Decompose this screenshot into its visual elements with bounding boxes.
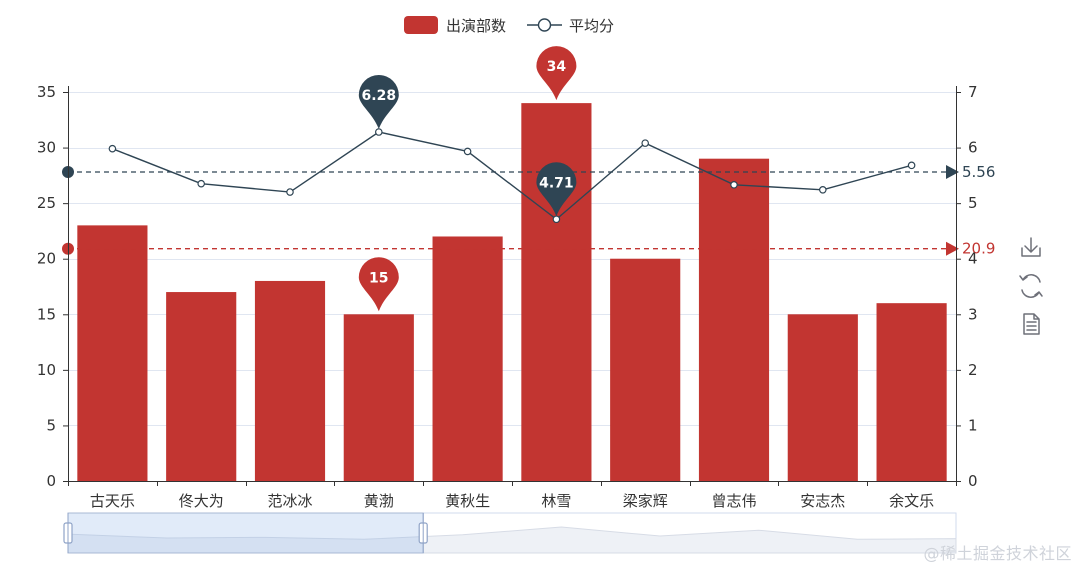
y-right-tick-label: 7	[968, 83, 978, 101]
download-icon-shape	[1021, 237, 1041, 257]
y-left-tick-label: 30	[37, 139, 56, 157]
bar	[254, 280, 326, 481]
bar-series	[77, 103, 947, 481]
line-average-label: 5.56	[962, 163, 995, 181]
y-right-tick-label: 2	[968, 361, 978, 379]
line-point	[108, 144, 117, 153]
line-point	[818, 186, 827, 194]
x-tick-label: 佟大为	[179, 492, 224, 510]
x-tick-label: 安志杰	[800, 492, 845, 510]
mark-point-pin: 15	[358, 257, 399, 312]
line-point	[197, 179, 206, 188]
bar	[876, 303, 947, 481]
data-zoom-shadow	[67, 526, 957, 554]
refresh-icon-bottom	[1021, 289, 1043, 298]
y-left-tick-label: 10	[37, 361, 56, 379]
refresh-icon-top	[1019, 274, 1041, 283]
y-right-tick-label: 3	[968, 305, 978, 323]
x-tick-label: 黄渤	[364, 492, 394, 510]
line-point	[552, 215, 561, 224]
data-view-icon-shape	[1023, 313, 1040, 335]
line-point	[730, 181, 738, 189]
x-tick-label: 梁家辉	[623, 492, 668, 510]
line-point	[641, 139, 650, 147]
y-left-tick-label: 0	[46, 472, 56, 490]
bar	[521, 103, 592, 481]
line-path	[112, 131, 912, 221]
watermark: @稀土掘金技术社区	[923, 544, 1072, 563]
x-tick-label: 黄秋生	[445, 492, 490, 510]
bar	[698, 158, 770, 481]
y-right-tick-label: 6	[968, 139, 978, 157]
bar	[787, 314, 858, 481]
bar	[343, 314, 414, 481]
mark-point-pin: 4.71	[536, 162, 577, 217]
bar	[77, 225, 148, 481]
x-tick-label: 林雪	[541, 492, 571, 510]
line-average-end-arrow	[946, 165, 959, 180]
y-right-tick-label: 5	[968, 194, 978, 212]
bar-average-label: 20.9	[962, 240, 995, 258]
data-zoom-selected-range[interactable]	[67, 512, 424, 554]
bar-average-end-arrow	[946, 241, 959, 256]
download-icon[interactable]	[1021, 237, 1041, 257]
mark-point-pin: 34	[536, 46, 577, 101]
legend-item-line[interactable]: 平均分	[527, 17, 614, 35]
x-tick-label: 古天乐	[90, 492, 135, 510]
refresh-icon[interactable]	[1019, 274, 1043, 298]
y-left-tick-label: 15	[37, 305, 56, 323]
legend-item-bar[interactable]: 出演部数	[404, 16, 506, 35]
mark-point-pin: 6.28	[358, 75, 399, 130]
y-left-tick-label: 5	[46, 416, 56, 434]
mark-point-shape	[536, 162, 577, 217]
y-right-tick-label: 1	[968, 416, 978, 434]
mark-point-label: 6.28	[362, 88, 397, 104]
y-left-tick-label: 20	[37, 250, 56, 268]
legend-line-label: 平均分	[569, 17, 614, 35]
y-right-tick-label: 4	[968, 250, 978, 268]
x-tick-label: 范冰冰	[267, 492, 312, 510]
mark-point-label: 15	[369, 270, 388, 286]
data-zoom-end-handle[interactable]	[418, 513, 428, 553]
y-left-tick-label: 25	[37, 194, 56, 212]
line-point	[463, 147, 472, 156]
line-point	[374, 128, 383, 136]
mark-points: 34 15 6.28 4.71	[358, 46, 577, 312]
toolbox[interactable]	[1019, 237, 1043, 335]
mark-point-shape	[358, 257, 399, 312]
line-point	[286, 188, 294, 196]
legend[interactable]: 出演部数 平均分	[404, 16, 614, 35]
y-right-tick-label: 0	[968, 472, 978, 490]
mark-point-label: 4.71	[539, 175, 574, 191]
x-tick-label: 余文乐	[889, 492, 934, 510]
data-view-icon[interactable]	[1023, 313, 1040, 335]
data-zoom-slider[interactable]	[63, 512, 957, 554]
legend-bar-swatch	[404, 16, 438, 34]
line-point	[907, 161, 916, 170]
y-left-tick-label: 35	[37, 83, 56, 101]
bar	[610, 258, 681, 481]
line-series	[108, 128, 916, 224]
data-zoom-start-handle[interactable]	[63, 513, 73, 553]
legend-line-marker	[537, 18, 552, 32]
mark-point-label: 34	[547, 59, 567, 75]
bar	[166, 292, 237, 481]
axes: 0 5 10 15 20 25 30 35 0 1 2 3 4 5 6 7 古天乐 佟大为 范冰冰 黄渤 黄秋生 林雪 梁家…	[37, 83, 978, 510]
bar-average-markline: 20.9	[62, 240, 995, 258]
legend-bar-label: 出演部数	[446, 17, 506, 35]
bar	[432, 236, 503, 481]
mark-point-shape	[358, 75, 399, 130]
mark-point-shape	[536, 46, 577, 101]
x-tick-label: 曾志伟	[711, 492, 756, 510]
